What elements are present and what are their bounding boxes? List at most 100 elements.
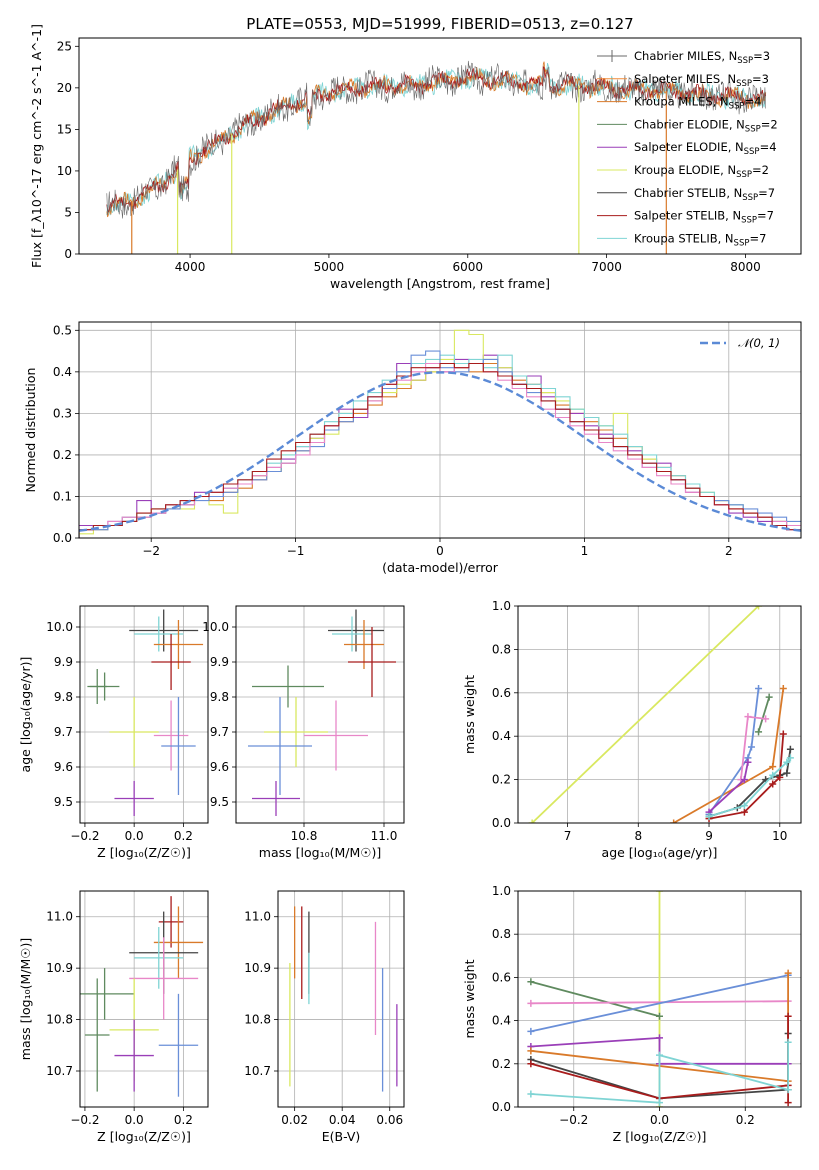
x-tick-label: 0.06 <box>376 1113 403 1127</box>
panel-mass-vs-ebv: 0.02 0.04 0.06 10.7 10.8 10.9 11.0 E(B-V) <box>244 890 405 1144</box>
y-tick-label: 9.8 <box>54 690 73 704</box>
y-tick-label: 11.0 <box>244 910 271 924</box>
weight-marker <box>740 808 748 816</box>
legend-label-sub: SSP <box>734 238 750 248</box>
x-axis-label: Z [log₁₀(Z/Z☉)] <box>613 1129 707 1144</box>
axes-frame <box>517 605 802 824</box>
errorbar-point <box>158 896 184 948</box>
y-tick-label: 10.9 <box>46 961 73 975</box>
errorbar-point <box>114 1019 154 1092</box>
weight-marker <box>656 891 663 895</box>
errorbar-point <box>114 781 154 816</box>
weight-series <box>527 978 663 1020</box>
weight-marker <box>656 1012 663 1020</box>
x-tick-label: 6000 <box>452 260 483 274</box>
y-tick-label: 0.4 <box>492 729 511 743</box>
legend-label-sub: SSP <box>741 216 757 226</box>
legend-label-base: Salpeter MILES, N <box>634 72 736 86</box>
errorbar-point <box>304 700 368 771</box>
plot-area <box>80 896 204 1097</box>
plot-area <box>528 606 794 823</box>
errorbar-point <box>153 700 189 771</box>
x-axis-label: Z [log₁₀(Z/Z☉)] <box>97 1129 191 1144</box>
legend-entry: Kroupa ELODIE, NSSP=2 <box>597 163 769 180</box>
legend-label-base: Salpeter STELIB, N <box>634 209 741 223</box>
weight-marker <box>656 1034 663 1042</box>
axes-frame <box>78 321 802 539</box>
weight-marker <box>527 978 535 986</box>
legend-label-tail: =2 <box>752 163 769 177</box>
errorbar-point <box>348 627 396 697</box>
legend-entry: Chabrier ELODIE, NSSP=2 <box>597 117 778 134</box>
legend-entry: Salpeter ELODIE, NSSP=4 <box>597 140 777 157</box>
x-tick-label: 1 <box>581 544 589 558</box>
y-axis-label: mass [log₁₀(M/M☉)] <box>18 938 33 1060</box>
y-axis-label: age [log₁₀(age/yr)] <box>18 657 33 773</box>
errorbar-point <box>151 634 191 690</box>
y-tick-label: 20 <box>57 81 72 95</box>
weight-series <box>705 754 794 820</box>
legend-label: Kroupa MILES, NSSP=4 <box>634 95 761 112</box>
weight-marker <box>784 1086 792 1094</box>
legend-label-tail: =3 <box>753 49 770 63</box>
x-tick-label: 0.0 <box>650 1113 669 1127</box>
weight-line <box>530 980 660 1018</box>
x-tick-label: 0 <box>436 544 444 558</box>
weight-marker <box>769 763 777 771</box>
errorbar-point <box>129 937 199 1020</box>
x-tick-label: 0.02 <box>281 1113 308 1127</box>
x-tick-label: 4000 <box>175 260 206 274</box>
x-tick-label: 10.8 <box>291 829 318 843</box>
x-tick-label: 8000 <box>730 260 761 274</box>
gridlines <box>80 891 208 1107</box>
weight-marker <box>744 713 752 721</box>
x-tick-label: 7000 <box>591 260 622 274</box>
weight-marker <box>769 780 777 788</box>
gridlines <box>518 605 801 824</box>
weight-line <box>708 688 760 815</box>
y-tick-label: 0.3 <box>53 406 72 420</box>
legend-label-tail: =4 <box>744 95 761 109</box>
legend: 𝒩(0, 1) <box>700 336 780 350</box>
weight-marker <box>765 693 773 701</box>
weight-marker <box>786 745 794 753</box>
y-tick-label: 10.7 <box>46 1064 73 1078</box>
x-axis-label: age [log₁₀(age/yr)] <box>602 845 718 860</box>
errorbar-point <box>153 906 204 979</box>
errorbar-point <box>153 620 204 669</box>
weight-marker <box>783 758 791 766</box>
y-tick-label: 9.7 <box>210 725 229 739</box>
legend-label: Salpeter STELIB, NSSP=7 <box>634 209 774 226</box>
legend-label: Salpeter MILES, NSSP=3 <box>634 72 769 89</box>
y-tick-label: 11.0 <box>46 910 73 924</box>
y-axis-label: Normed distribution <box>23 368 38 493</box>
y-tick-label: 9.7 <box>54 725 73 739</box>
plot-area <box>248 609 396 816</box>
panel-massweight-vs-Z: −0.2 0.0 0.2 0.0 0.2 0.4 0.6 0.8 1.0 Z [log₁₀(Z/Z… <box>462 884 802 1144</box>
y-tick-label: 9.6 <box>210 760 229 774</box>
x-tick-label: −0.2 <box>559 1113 588 1127</box>
weight-series <box>705 758 752 816</box>
legend-entry: Salpeter MILES, NSSP=3 <box>597 72 769 89</box>
y-tick-label: 10.0 <box>46 620 73 634</box>
weight-line <box>530 1000 789 1005</box>
legend-label-sub: SSP <box>745 124 761 134</box>
y-tick-label: 10.8 <box>46 1013 73 1027</box>
weight-marker <box>784 1012 792 1020</box>
x-axis-label: mass [log₁₀(M/M☉)] <box>259 845 381 860</box>
legend-label: Chabrier MILES, NSSP=3 <box>634 49 770 66</box>
axes-frame <box>79 605 209 824</box>
weight-marker <box>656 1099 663 1107</box>
weight-line <box>757 696 771 733</box>
x-tick-label: 0.0 <box>125 829 144 843</box>
y-axis-label: Flux [f_λ10^-17 erg cm^-2 s^-1 A^-1] <box>29 24 44 268</box>
y-tick-label: 0.5 <box>53 323 72 337</box>
errorbar-point <box>161 697 196 795</box>
weight-line <box>530 974 789 1033</box>
y-tick-label: 0 <box>64 247 72 261</box>
weight-marker <box>784 969 792 977</box>
x-tick-label: −0.2 <box>70 829 99 843</box>
weight-marker <box>705 812 713 820</box>
errorbar-point <box>109 697 159 767</box>
legend-label-base: Kroupa STELIB, N <box>634 231 734 245</box>
